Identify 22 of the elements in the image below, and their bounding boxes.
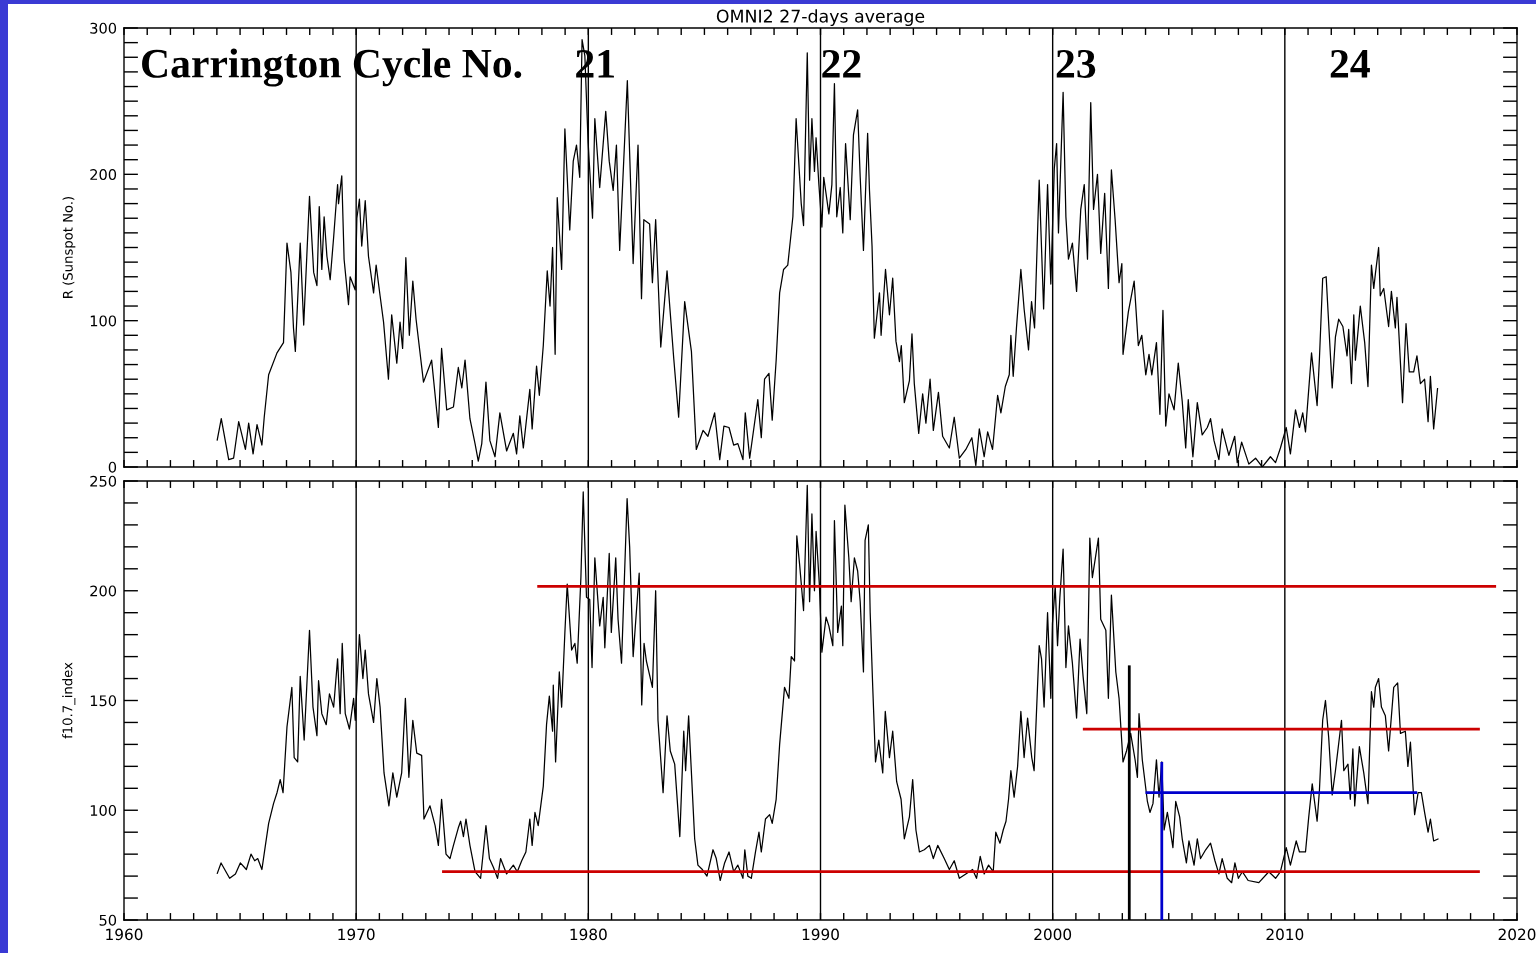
chart-title: OMNI2 27-days average: [716, 9, 925, 27]
x-tick-label: 1970: [338, 928, 375, 941]
x-tick-label: 1980: [570, 928, 607, 941]
x-tick-label: 1990: [802, 928, 839, 941]
annotation: 24: [1330, 49, 1370, 78]
annotation: 22: [822, 49, 861, 78]
y-tick-label: 200: [90, 585, 117, 597]
y-tick-label: 50: [99, 914, 117, 926]
y-tick-label: 250: [90, 475, 117, 487]
y-tick-label: 200: [90, 169, 117, 181]
y-tick-label: 150: [90, 695, 117, 707]
x-tick-label: 1960: [106, 928, 143, 941]
y-tick-label: 100: [90, 315, 117, 327]
y-tick-label: 300: [90, 22, 117, 34]
y-tick-label: 100: [90, 804, 117, 816]
y-axis-title: f10.7_index: [62, 662, 76, 739]
y-tick-label: 0: [108, 461, 117, 473]
x-tick-label: 2010: [1266, 928, 1304, 941]
y-axis-title: R (Sunspot No.): [62, 196, 76, 298]
x-tick-label: 2000: [1034, 928, 1072, 941]
x-tick-label: 2020: [1498, 928, 1536, 941]
annotation: 23: [1056, 49, 1096, 78]
